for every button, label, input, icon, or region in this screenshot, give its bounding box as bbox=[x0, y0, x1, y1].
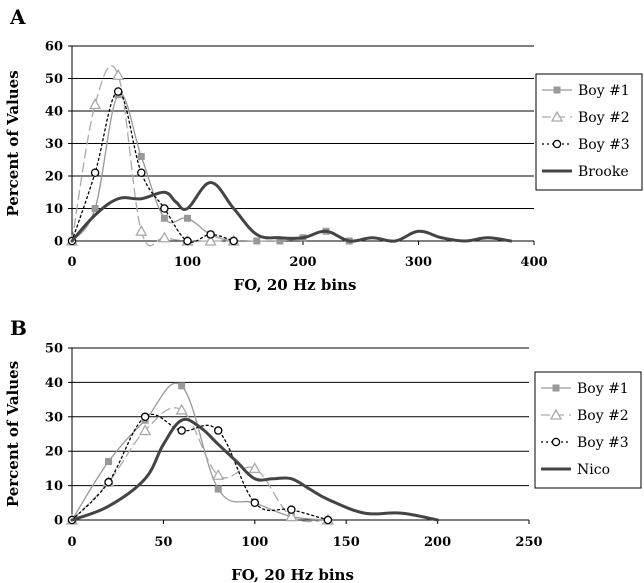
series-line bbox=[70, 417, 440, 522]
data-point bbox=[137, 153, 145, 160]
data-point bbox=[88, 98, 102, 110]
series-line bbox=[70, 181, 513, 243]
x-tick-label: 0 bbox=[67, 535, 76, 550]
y-tick-label: 0 bbox=[54, 514, 63, 529]
data-point bbox=[112, 68, 125, 80]
x-tick-label: 100 bbox=[241, 535, 268, 550]
data-point bbox=[104, 477, 113, 487]
legend-label: Boy #3 bbox=[578, 137, 630, 153]
x-axis-title: FO, 20 Hz bins bbox=[231, 566, 354, 583]
series-boy-3 bbox=[67, 87, 238, 246]
legend-label: Nico bbox=[577, 462, 610, 478]
data-point bbox=[177, 426, 186, 435]
data-point bbox=[137, 168, 146, 177]
data-point bbox=[183, 236, 192, 246]
x-tick-label: 250 bbox=[515, 535, 542, 550]
y-tick-label: 30 bbox=[45, 137, 63, 152]
legend-marker bbox=[552, 139, 562, 149]
data-point bbox=[285, 510, 298, 522]
series-line bbox=[71, 407, 329, 523]
legend-label: Boy #2 bbox=[577, 408, 629, 424]
y-tick-label: 60 bbox=[45, 40, 63, 55]
legend-marker bbox=[551, 437, 561, 447]
series-line bbox=[71, 92, 350, 243]
y-axis-title: Percent of Values bbox=[4, 361, 22, 507]
series-line bbox=[71, 413, 329, 521]
y-tick-label: 20 bbox=[45, 170, 63, 185]
data-point bbox=[160, 214, 168, 222]
data-point bbox=[135, 224, 148, 236]
data-point bbox=[158, 231, 171, 243]
series-nico bbox=[70, 417, 440, 522]
y-axis-title: Percent of Values bbox=[4, 70, 22, 216]
panel-a: A 0 10 20 30 40 50 60 0 100 200 300 400 Percent of Va… bbox=[4, 5, 643, 294]
y-tick-label: 10 bbox=[45, 479, 63, 494]
x-tick-label: 400 bbox=[520, 255, 547, 270]
data-point bbox=[175, 403, 188, 415]
x-tick-label: 300 bbox=[405, 255, 432, 270]
data-point bbox=[105, 458, 113, 466]
data-point bbox=[184, 214, 191, 222]
data-point bbox=[139, 424, 152, 436]
legend-marker bbox=[552, 384, 560, 392]
data-point bbox=[250, 498, 260, 508]
y-tick-label: 50 bbox=[45, 72, 63, 87]
legend-label: Boy #1 bbox=[578, 83, 630, 99]
legend-label: Boy #2 bbox=[578, 110, 630, 126]
data-point bbox=[212, 468, 225, 480]
y-tick-label: 0 bbox=[54, 235, 63, 250]
legend-label: Boy #1 bbox=[577, 381, 629, 397]
y-tick-label: 10 bbox=[45, 202, 63, 217]
data-point bbox=[206, 230, 215, 239]
series-line bbox=[71, 65, 235, 247]
legend-label: Boy #3 bbox=[577, 435, 629, 451]
legend-marker bbox=[550, 110, 564, 122]
series-brooke bbox=[70, 181, 513, 243]
data-point bbox=[248, 462, 261, 474]
x-tick-label: 100 bbox=[174, 255, 201, 270]
data-point bbox=[213, 426, 223, 435]
data-point bbox=[113, 87, 123, 96]
panel-label: A bbox=[9, 5, 26, 29]
x-tick-label: 200 bbox=[424, 535, 451, 550]
data-point bbox=[323, 515, 333, 525]
x-tick-label: 150 bbox=[333, 535, 360, 550]
data-point bbox=[91, 205, 99, 212]
data-point bbox=[178, 382, 186, 390]
panel-b: B 0 10 20 30 40 50 0 50 100 150 200 250 Percent of Va… bbox=[4, 316, 642, 583]
legend-marker bbox=[553, 86, 561, 94]
data-point bbox=[253, 237, 261, 245]
y-tick-label: 30 bbox=[45, 410, 63, 425]
legend: Boy #1 Boy #2 Boy #3 Nico bbox=[534, 371, 642, 489]
y-tick-label: 40 bbox=[45, 105, 63, 120]
data-point bbox=[287, 505, 296, 514]
y-tick-label: 20 bbox=[45, 445, 63, 460]
series-boy-1 bbox=[68, 91, 353, 245]
series-line bbox=[71, 90, 235, 243]
data-point bbox=[160, 204, 169, 213]
legend-marker bbox=[549, 408, 563, 420]
x-tick-label: 0 bbox=[67, 255, 76, 270]
x-tick-label: 200 bbox=[289, 255, 316, 270]
data-point bbox=[214, 485, 222, 493]
series-boy-1 bbox=[68, 382, 332, 524]
panel-label: B bbox=[10, 316, 27, 340]
x-axis-title: FO, 20 Hz bins bbox=[234, 276, 357, 294]
x-tick-label: 50 bbox=[154, 535, 172, 550]
y-tick-label: 50 bbox=[45, 342, 63, 357]
data-point bbox=[229, 236, 238, 246]
legend-label: Brooke bbox=[578, 164, 629, 180]
data-point bbox=[204, 234, 217, 246]
y-tick-label: 40 bbox=[45, 376, 63, 391]
data-point bbox=[140, 412, 150, 422]
legend: Boy #1 Boy #2 Boy #3 Brooke bbox=[535, 73, 643, 191]
data-point bbox=[90, 168, 100, 177]
